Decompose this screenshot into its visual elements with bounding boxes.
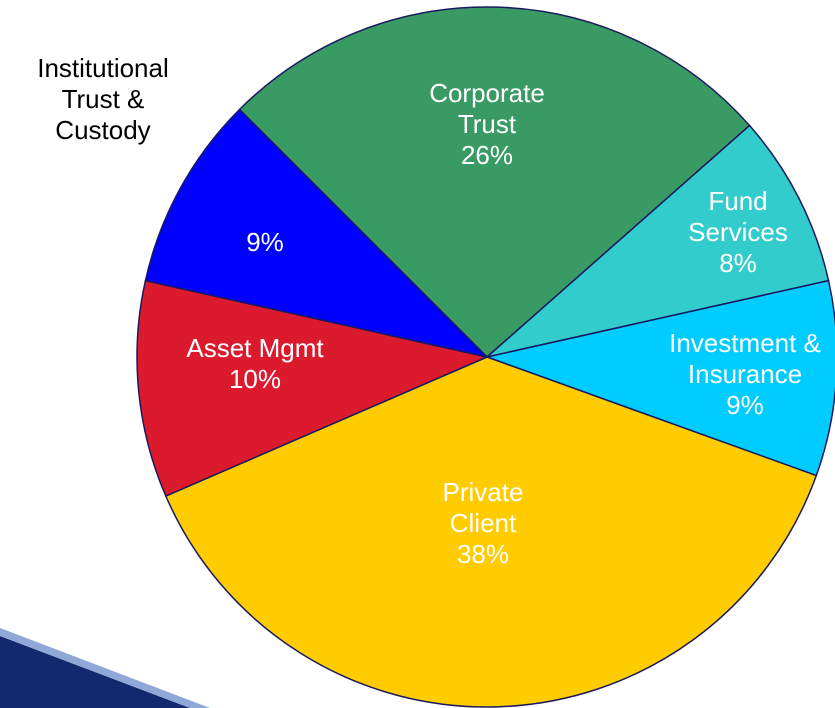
pie-slice: [136, 279, 490, 497]
slice-label: Fund Services 8%: [683, 186, 793, 279]
category-label: Fund Services: [688, 186, 788, 247]
value-label: 8%: [719, 248, 757, 278]
value-label: 26%: [460, 140, 514, 170]
category-label: Institutional Trust & Custody: [37, 53, 169, 145]
slice-label: Asset Mgmt 10%: [145, 333, 365, 395]
slice-label: Institutional Trust & Custody: [18, 53, 188, 146]
slice-label: Investment & Insurance 9%: [645, 328, 835, 421]
pie-slice: [484, 279, 835, 477]
decor-stripe: [0, 628, 210, 708]
value-label: 10%: [228, 364, 282, 394]
value-label: 9%: [246, 227, 284, 257]
pie-slice: [144, 108, 490, 359]
category-label: Investment & Insurance: [669, 328, 821, 389]
category-label: Private Client: [442, 477, 524, 538]
pie-slice: [238, 6, 751, 359]
slice-label: Corporate Trust 26%: [402, 78, 572, 171]
slice-label: Private Client 38%: [413, 477, 553, 570]
pie-slice: [164, 356, 818, 708]
value-label: 38%: [456, 539, 510, 569]
slice-label: 9%: [225, 227, 305, 258]
value-label: 9%: [726, 390, 764, 420]
category-label: Corporate Trust: [429, 78, 545, 139]
category-label: Asset Mgmt: [186, 333, 324, 363]
